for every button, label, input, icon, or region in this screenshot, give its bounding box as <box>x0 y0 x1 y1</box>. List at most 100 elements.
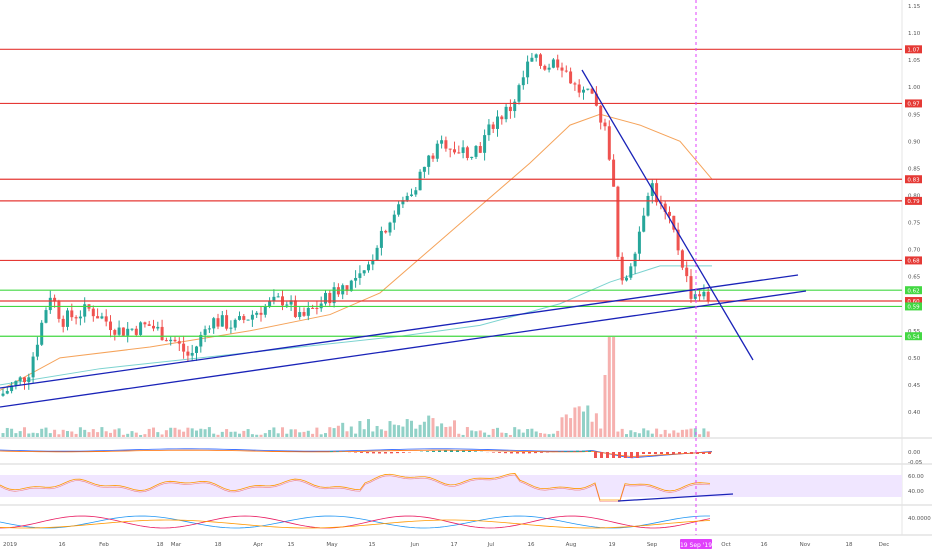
candle-body <box>70 310 73 317</box>
volume-bar <box>272 427 275 437</box>
time-tick-label: 16 <box>59 542 66 548</box>
time-tick-label: 16 <box>761 542 768 548</box>
price-tick-label: 0.90 <box>908 139 921 145</box>
volume-bar <box>100 427 103 437</box>
candle-body <box>419 172 422 190</box>
candle-body <box>625 278 628 281</box>
macd-histogram-bar <box>528 452 531 453</box>
volume-bar <box>556 431 559 437</box>
macd-histogram-bar <box>642 452 645 454</box>
candle-body <box>539 54 542 66</box>
candle-body <box>522 77 525 85</box>
volume-bar <box>208 427 211 437</box>
candle-body <box>582 90 585 93</box>
candle-body <box>573 83 576 84</box>
candle-body <box>543 66 546 70</box>
price-tick-label: 0.40 <box>908 410 921 416</box>
candle-body <box>118 328 121 335</box>
macd-histogram-bar <box>708 452 711 454</box>
volume-bar <box>604 375 607 437</box>
candle-body <box>277 296 280 297</box>
volume-bar <box>505 433 508 437</box>
volume-bar <box>131 431 134 437</box>
candle-body <box>389 223 392 233</box>
macd-histogram-bar <box>372 452 375 453</box>
volume-bar <box>178 430 181 437</box>
candle-body <box>57 302 60 319</box>
macd-tick-label: -0.05 <box>908 460 923 466</box>
volume-bar <box>561 417 564 437</box>
volume-bar <box>457 434 460 437</box>
time-tick-label: 15 <box>288 542 295 548</box>
volume-bar <box>393 425 396 437</box>
candle-body <box>204 329 207 335</box>
macd-histogram-bar <box>498 452 501 453</box>
macd-histogram-bar <box>606 452 609 458</box>
volume-bar <box>229 432 232 437</box>
candle-body <box>414 190 417 194</box>
macd-histogram-bar <box>678 452 681 454</box>
candle-body <box>569 71 572 83</box>
candle-body <box>27 377 30 382</box>
macd-histogram-bar <box>384 452 387 453</box>
candle-body <box>225 315 228 329</box>
volume-bar <box>255 435 258 437</box>
volume-bar <box>225 429 228 437</box>
candle-body <box>350 281 353 291</box>
volume-bar <box>655 429 658 437</box>
volume-bar <box>539 433 542 437</box>
macd-histogram-bar <box>564 451 567 452</box>
macd-histogram-bar <box>684 452 687 454</box>
candle-body <box>586 89 589 90</box>
volume-bar <box>629 430 632 437</box>
volume-bar <box>324 433 327 437</box>
volume-bar <box>664 430 667 437</box>
crosshair-date-label: 19 Sep '19 <box>680 542 712 549</box>
candle-body <box>221 315 224 326</box>
volume-bar <box>401 427 404 437</box>
volume-bar <box>526 429 529 437</box>
price-tick-label: 0.45 <box>908 383 921 389</box>
volume-bar <box>642 428 645 437</box>
volume-bar <box>406 419 409 437</box>
price-tick-label: 1.05 <box>908 58 921 64</box>
volume-bar <box>350 427 353 437</box>
volume-bar <box>66 431 69 437</box>
volume-bar <box>436 426 439 437</box>
volume-bar <box>432 418 435 437</box>
macd-histogram-bar <box>516 452 519 453</box>
volume-bar <box>354 434 357 437</box>
candle-body <box>109 322 112 330</box>
candle-body <box>397 204 400 214</box>
volume-bar <box>384 431 387 437</box>
volume-bar <box>569 418 572 437</box>
volume-bar <box>277 433 280 437</box>
volume-bar <box>83 430 86 437</box>
volume-bar <box>500 433 503 437</box>
time-tick-label: 18 <box>215 542 222 548</box>
macd-histogram-bar <box>366 452 369 453</box>
candle-body <box>247 320 250 321</box>
volume-bar <box>105 431 108 437</box>
volume-bar <box>10 429 13 437</box>
volume-bar <box>182 432 185 437</box>
candle-body <box>384 231 387 233</box>
candle-body <box>367 264 370 270</box>
candle-body <box>483 135 486 153</box>
volume-bar <box>509 435 512 437</box>
volume-bar <box>518 429 521 437</box>
volume-bar <box>195 431 198 437</box>
volume-bar <box>410 421 413 437</box>
volume-bar <box>303 432 306 437</box>
candle-body <box>647 196 650 216</box>
candle-body <box>19 377 22 381</box>
macd-histogram-bar <box>612 452 615 458</box>
candle-body <box>212 318 215 328</box>
volume-bar <box>161 434 164 437</box>
price-tick-label: 1.00 <box>908 85 921 91</box>
volume-bar <box>453 420 456 437</box>
macd-histogram-bar <box>582 451 585 452</box>
macd-histogram-bar <box>360 452 363 453</box>
